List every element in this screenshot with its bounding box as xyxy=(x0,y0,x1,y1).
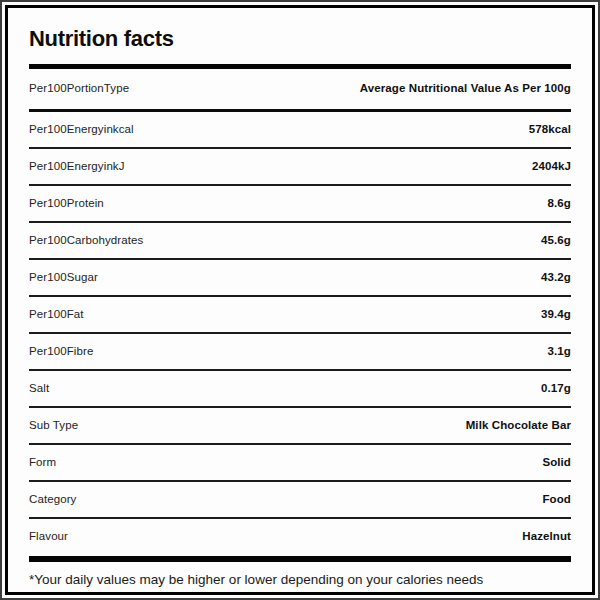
daily-values-footnote: *Your daily values may be higher or lowe… xyxy=(29,562,571,595)
row-value: 8.6g xyxy=(548,197,571,210)
row-value: 2404kJ xyxy=(532,160,571,173)
row-label: Per100Fibre xyxy=(29,345,93,358)
table-row: Per100Energyinkcal 578kcal xyxy=(29,112,571,147)
table-row: Per100Fibre 3.1g xyxy=(29,334,571,369)
table-row: Per100Carbohydrates 45.6g xyxy=(29,223,571,258)
nutrition-label-page: Nutrition facts Per100PortionType Averag… xyxy=(0,0,600,600)
row-value: 43.2g xyxy=(541,271,571,284)
row-value: 578kcal xyxy=(529,123,571,136)
row-label: Per100Fat xyxy=(29,308,84,321)
table-row: Per100Fat 39.4g xyxy=(29,297,571,332)
row-label: Per100Carbohydrates xyxy=(29,234,143,247)
row-label: Per100Energyinkcal xyxy=(29,123,134,136)
row-value: 3.1g xyxy=(548,345,571,358)
row-label: Salt xyxy=(29,382,49,395)
header-row-label: Per100PortionType xyxy=(29,82,129,95)
table-header-row: Per100PortionType Average Nutritional Va… xyxy=(29,69,571,109)
row-label: Flavour xyxy=(29,530,68,543)
table-row: Category Food xyxy=(29,482,571,517)
row-label: Sub Type xyxy=(29,419,78,432)
table-row: Salt 0.17g xyxy=(29,371,571,406)
row-value: 39.4g xyxy=(541,308,571,321)
row-label: Per100Sugar xyxy=(29,271,98,284)
table-row: Sub Type Milk Chocolate Bar xyxy=(29,408,571,443)
table-row: Per100EnergyinkJ 2404kJ xyxy=(29,149,571,184)
nutrition-rows: Per100Energyinkcal 578kcal Per100Energyi… xyxy=(29,112,571,554)
row-value: Food xyxy=(543,493,572,506)
nutrition-label: Nutrition facts Per100PortionType Averag… xyxy=(5,5,595,595)
header-row-value: Average Nutritional Value As Per 100g xyxy=(360,82,571,95)
row-value: Solid xyxy=(542,456,571,469)
table-row: Per100Protein 8.6g xyxy=(29,186,571,221)
table-row: Flavour Hazelnut xyxy=(29,519,571,554)
row-value: 45.6g xyxy=(541,234,571,247)
row-value: 0.17g xyxy=(541,382,571,395)
row-label: Form xyxy=(29,456,56,469)
page-title: Nutrition facts xyxy=(29,26,571,52)
table-row: Form Solid xyxy=(29,445,571,480)
row-value: Hazelnut xyxy=(522,530,571,543)
row-label: Category xyxy=(29,493,76,506)
row-label: Per100EnergyinkJ xyxy=(29,160,125,173)
row-value: Milk Chocolate Bar xyxy=(466,419,571,432)
table-row: Per100Sugar 43.2g xyxy=(29,260,571,295)
row-label: Per100Protein xyxy=(29,197,104,210)
